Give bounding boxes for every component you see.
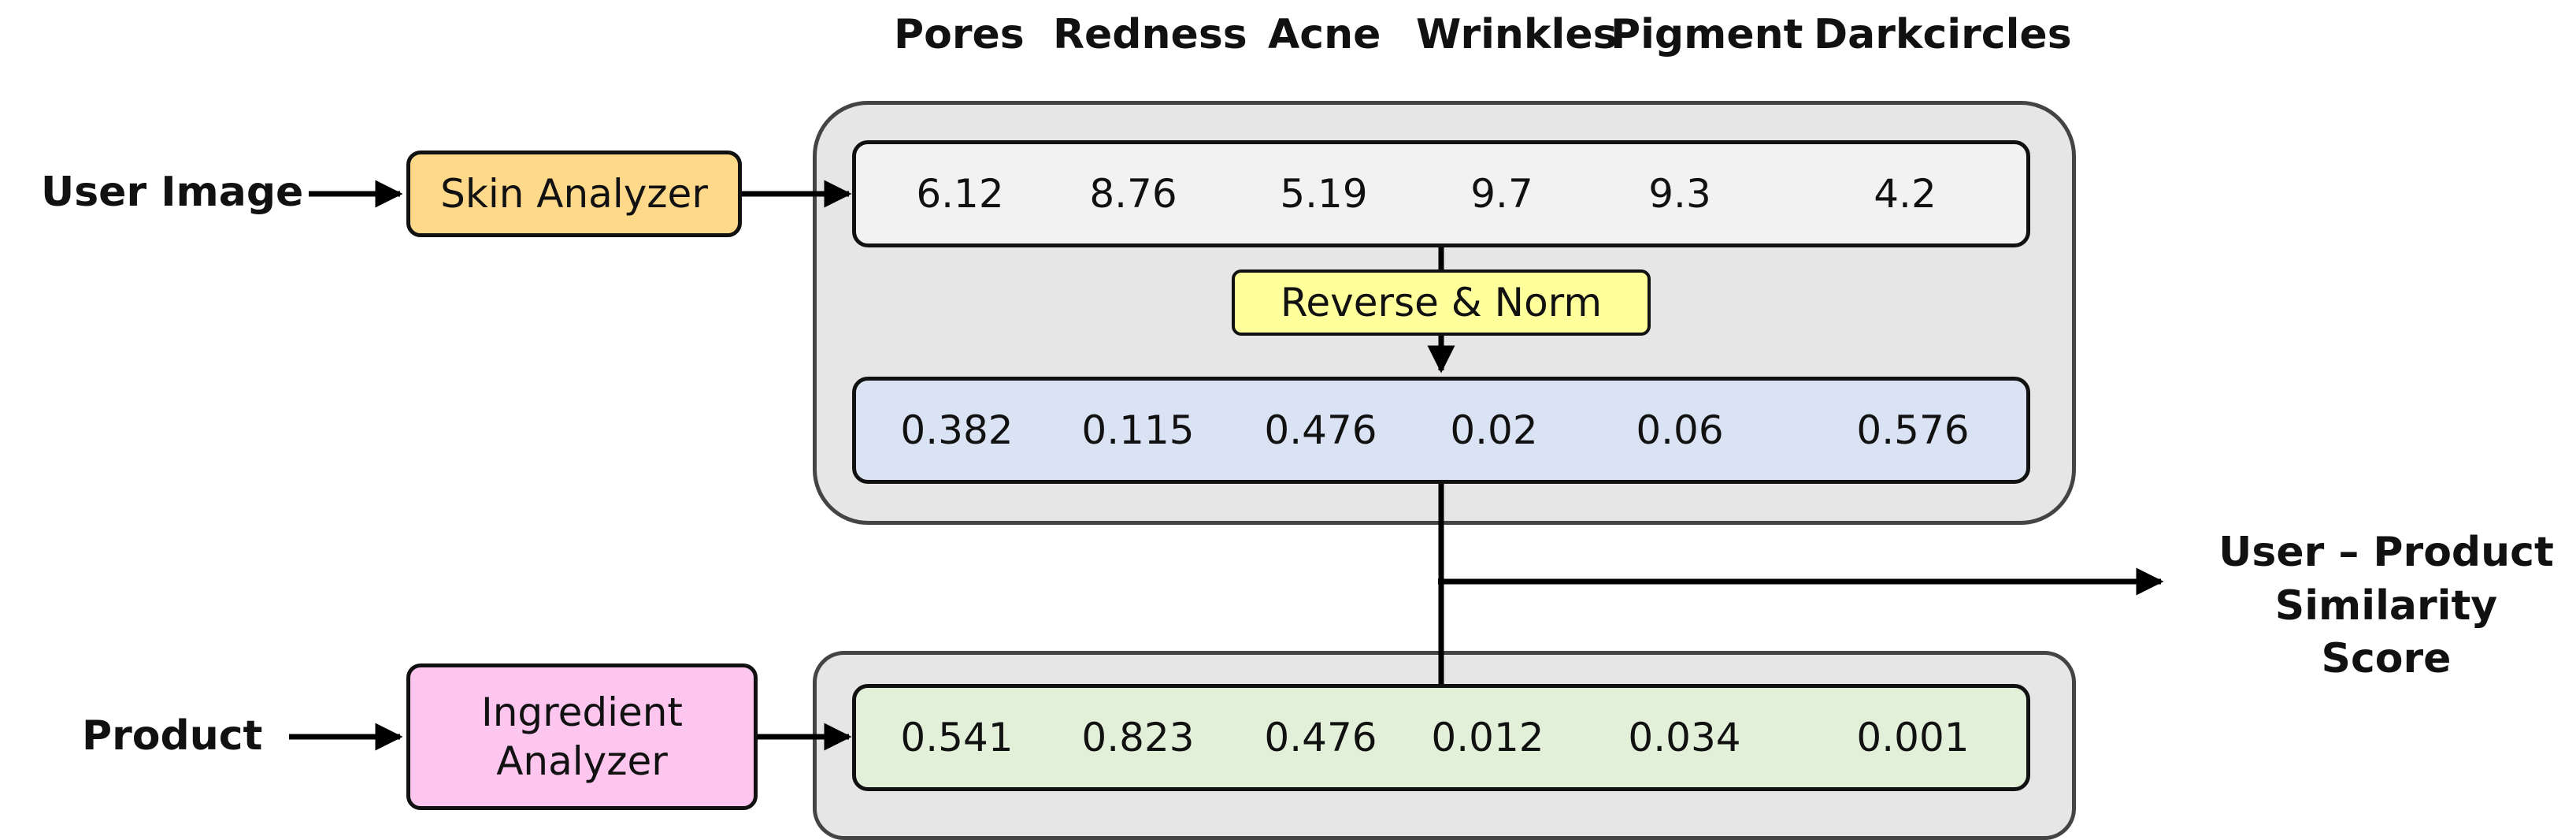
- header-darkcircles: Darkcircles: [1814, 11, 2072, 58]
- skin-analyzer-label: Skin Analyzer: [440, 170, 708, 217]
- header-redness: Redness: [1053, 11, 1247, 58]
- similarity-score-label: User – Product Similarity Score: [2205, 526, 2567, 686]
- raw-pigment: 9.3: [1648, 171, 1711, 217]
- user-image-label: User Image: [41, 169, 304, 216]
- reverse-norm-label: Reverse & Norm: [1280, 279, 1603, 325]
- ingredient-analyzer-label: Ingredient Analyzer: [480, 689, 684, 785]
- prod-pores: 0.541: [900, 715, 1014, 760]
- prod-redness: 0.823: [1081, 715, 1195, 760]
- prod-wrinkles: 0.012: [1431, 715, 1544, 760]
- norm-darkcircles: 0.576: [1856, 407, 1970, 453]
- raw-acne: 5.19: [1280, 171, 1368, 217]
- norm-acne: 0.476: [1264, 407, 1377, 453]
- reverse-norm-box: Reverse & Norm: [1232, 269, 1651, 336]
- norm-wrinkles: 0.02: [1450, 407, 1538, 453]
- ingredient-analyzer-box: Ingredient Analyzer: [406, 663, 758, 810]
- raw-pores: 6.12: [916, 171, 1004, 217]
- raw-scores-row: 6.12 8.76 5.19 9.7 9.3 4.2: [852, 140, 2030, 247]
- header-acne: Acne: [1268, 11, 1381, 58]
- skin-analyzer-box: Skin Analyzer: [406, 151, 742, 237]
- header-wrinkles: Wrinkles: [1416, 11, 1618, 58]
- norm-pigment: 0.06: [1636, 407, 1724, 453]
- product-scores-row: 0.541 0.823 0.476 0.012 0.034 0.001: [852, 684, 2030, 791]
- product-label: Product: [82, 712, 263, 760]
- normalized-scores-row: 0.382 0.115 0.476 0.02 0.06 0.576: [852, 377, 2030, 484]
- similarity-line-2: Similarity Score: [2274, 582, 2498, 683]
- raw-wrinkles: 9.7: [1470, 171, 1533, 217]
- header-pigment: Pigment: [1610, 11, 1803, 58]
- prod-pigment: 0.034: [1628, 715, 1741, 760]
- prod-darkcircles: 0.001: [1856, 715, 1970, 760]
- header-pores: Pores: [894, 11, 1025, 58]
- similarity-line-1: User – Product: [2218, 529, 2554, 576]
- norm-redness: 0.115: [1081, 407, 1195, 453]
- prod-acne: 0.476: [1264, 715, 1377, 760]
- raw-redness: 8.76: [1089, 171, 1177, 217]
- raw-darkcircles: 4.2: [1874, 171, 1937, 217]
- norm-pores: 0.382: [900, 407, 1014, 453]
